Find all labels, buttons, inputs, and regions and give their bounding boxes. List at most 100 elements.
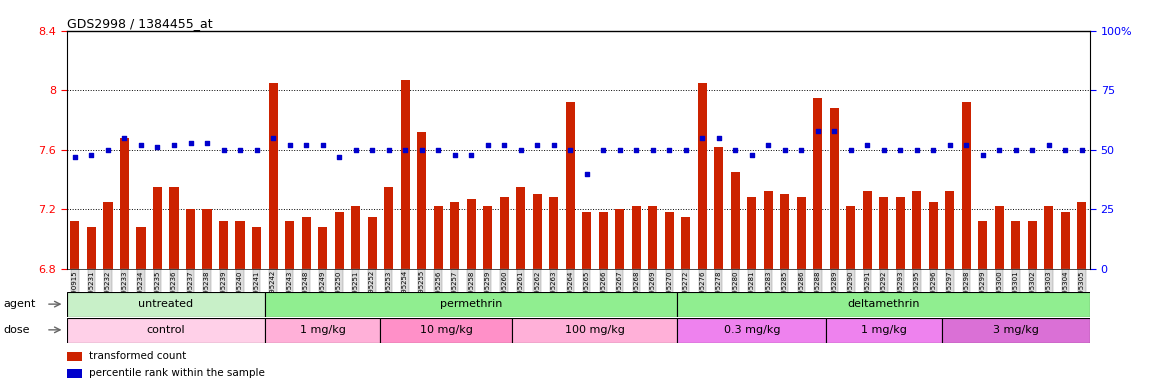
Bar: [649, 206, 658, 269]
Point: [660, 147, 678, 153]
Point: [1073, 147, 1091, 153]
Bar: [499, 197, 508, 269]
Point: [957, 142, 975, 148]
Point: [1056, 147, 1074, 153]
Bar: [945, 192, 954, 269]
Point: [429, 147, 447, 153]
Bar: [942, 318, 1090, 343]
Point: [611, 147, 629, 153]
Bar: [483, 206, 492, 269]
Point: [808, 127, 827, 134]
Bar: [826, 318, 942, 343]
Text: transformed count: transformed count: [90, 351, 186, 361]
Bar: [202, 209, 212, 269]
Bar: [846, 206, 856, 269]
Bar: [434, 206, 443, 269]
Bar: [1044, 206, 1053, 269]
Point: [313, 142, 332, 148]
Bar: [797, 197, 806, 269]
Text: permethrin: permethrin: [440, 299, 503, 310]
Point: [297, 142, 315, 148]
Bar: [748, 197, 757, 269]
Bar: [995, 206, 1004, 269]
Point: [182, 139, 200, 146]
Bar: [169, 187, 178, 269]
Bar: [417, 132, 427, 269]
Bar: [252, 227, 261, 269]
Bar: [1078, 202, 1087, 269]
Point: [478, 142, 497, 148]
Bar: [285, 221, 294, 269]
Point: [875, 147, 894, 153]
Point: [891, 147, 910, 153]
Point: [83, 151, 101, 157]
Point: [1024, 147, 1042, 153]
Point: [445, 151, 463, 157]
Bar: [681, 217, 690, 269]
Bar: [319, 227, 327, 269]
Point: [198, 139, 216, 146]
Point: [66, 154, 84, 160]
Point: [990, 147, 1009, 153]
Bar: [381, 318, 513, 343]
Bar: [961, 102, 971, 269]
Point: [214, 147, 232, 153]
Point: [1006, 147, 1025, 153]
Bar: [467, 199, 476, 269]
Point: [792, 147, 811, 153]
Text: percentile rank within the sample: percentile rank within the sample: [90, 368, 266, 378]
Point: [132, 142, 151, 148]
Bar: [1061, 212, 1070, 269]
Point: [1040, 142, 1058, 148]
Text: dose: dose: [3, 325, 30, 335]
Point: [907, 147, 926, 153]
Bar: [764, 192, 773, 269]
Point: [247, 147, 266, 153]
Bar: [104, 202, 113, 269]
Bar: [730, 172, 739, 269]
Point: [380, 147, 398, 153]
Bar: [979, 221, 988, 269]
Bar: [1011, 221, 1020, 269]
Point: [595, 147, 613, 153]
Bar: [218, 221, 228, 269]
Bar: [87, 227, 95, 269]
Bar: [599, 212, 607, 269]
Bar: [566, 102, 575, 269]
Point: [676, 147, 695, 153]
Bar: [582, 212, 591, 269]
Bar: [665, 212, 674, 269]
Point: [512, 147, 530, 153]
Bar: [264, 292, 677, 317]
Bar: [631, 206, 641, 269]
Point: [528, 142, 546, 148]
Bar: [677, 292, 1090, 317]
Point: [99, 147, 117, 153]
Bar: [532, 194, 542, 269]
Point: [544, 142, 562, 148]
Point: [396, 147, 414, 153]
Point: [115, 135, 133, 141]
Bar: [780, 194, 789, 269]
Bar: [67, 369, 82, 378]
Bar: [698, 83, 707, 269]
Bar: [880, 197, 889, 269]
Point: [363, 147, 382, 153]
Bar: [301, 217, 310, 269]
Bar: [550, 197, 558, 269]
Text: 1 mg/kg: 1 mg/kg: [300, 325, 345, 335]
Bar: [813, 98, 822, 269]
Bar: [677, 318, 826, 343]
Bar: [120, 138, 129, 269]
Bar: [186, 209, 196, 269]
Bar: [351, 206, 360, 269]
Bar: [400, 80, 409, 269]
Point: [941, 142, 959, 148]
Bar: [714, 147, 723, 269]
Bar: [516, 187, 526, 269]
Bar: [1028, 221, 1037, 269]
Bar: [67, 318, 264, 343]
Bar: [153, 187, 162, 269]
Point: [494, 142, 513, 148]
Bar: [384, 187, 393, 269]
